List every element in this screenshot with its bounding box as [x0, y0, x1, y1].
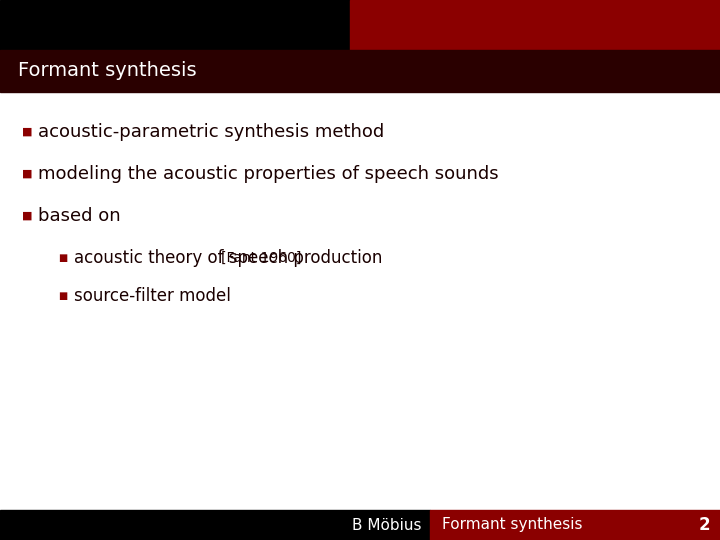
- Bar: [350, 0, 720, 50]
- Bar: [0, 92, 720, 510]
- Text: Formant synthesis: Formant synthesis: [18, 62, 197, 80]
- Bar: [0, 0, 350, 50]
- Text: ■: ■: [58, 291, 67, 301]
- Text: Formant synthesis: Formant synthesis: [442, 517, 582, 532]
- Bar: [0, 50, 720, 92]
- Text: 2: 2: [698, 516, 710, 534]
- Text: ■: ■: [22, 169, 32, 179]
- Text: [Fant 1960]: [Fant 1960]: [221, 251, 302, 265]
- Text: acoustic-parametric synthesis method: acoustic-parametric synthesis method: [38, 123, 384, 141]
- Text: ■: ■: [58, 253, 67, 263]
- Text: B Möbius: B Möbius: [353, 517, 422, 532]
- Text: acoustic theory of speech production: acoustic theory of speech production: [74, 249, 382, 267]
- Text: based on: based on: [38, 207, 121, 225]
- Bar: [430, 510, 720, 540]
- Text: source-filter model: source-filter model: [74, 287, 231, 305]
- Bar: [0, 510, 430, 540]
- Text: ■: ■: [22, 127, 32, 137]
- Text: modeling the acoustic properties of speech sounds: modeling the acoustic properties of spee…: [38, 165, 499, 183]
- Text: ■: ■: [22, 211, 32, 221]
